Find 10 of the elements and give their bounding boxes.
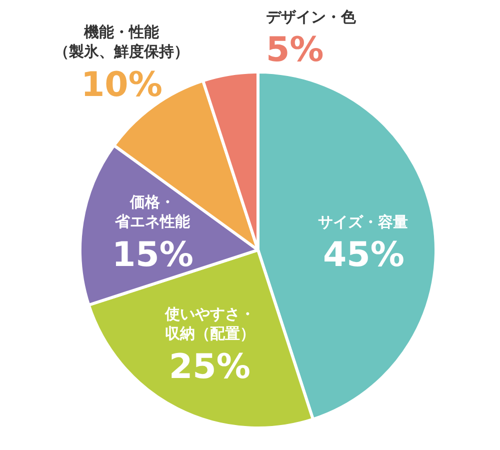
data-label: 10% [81,65,162,105]
data-label: 45% [323,235,404,275]
data-label: 5% [266,30,324,70]
slice-label: デザイン・色 [266,8,357,26]
data-label: 15% [112,235,194,275]
slice-label: サイズ・容量 [318,213,408,231]
data-label: 25% [169,347,250,387]
slice-label: 価格・省エネ性能 [114,193,191,230]
slice-label: 使いやすさ・収納（配置） [164,305,255,342]
slice-label: 機能・性能（製氷、鮮度保持） [54,23,189,60]
